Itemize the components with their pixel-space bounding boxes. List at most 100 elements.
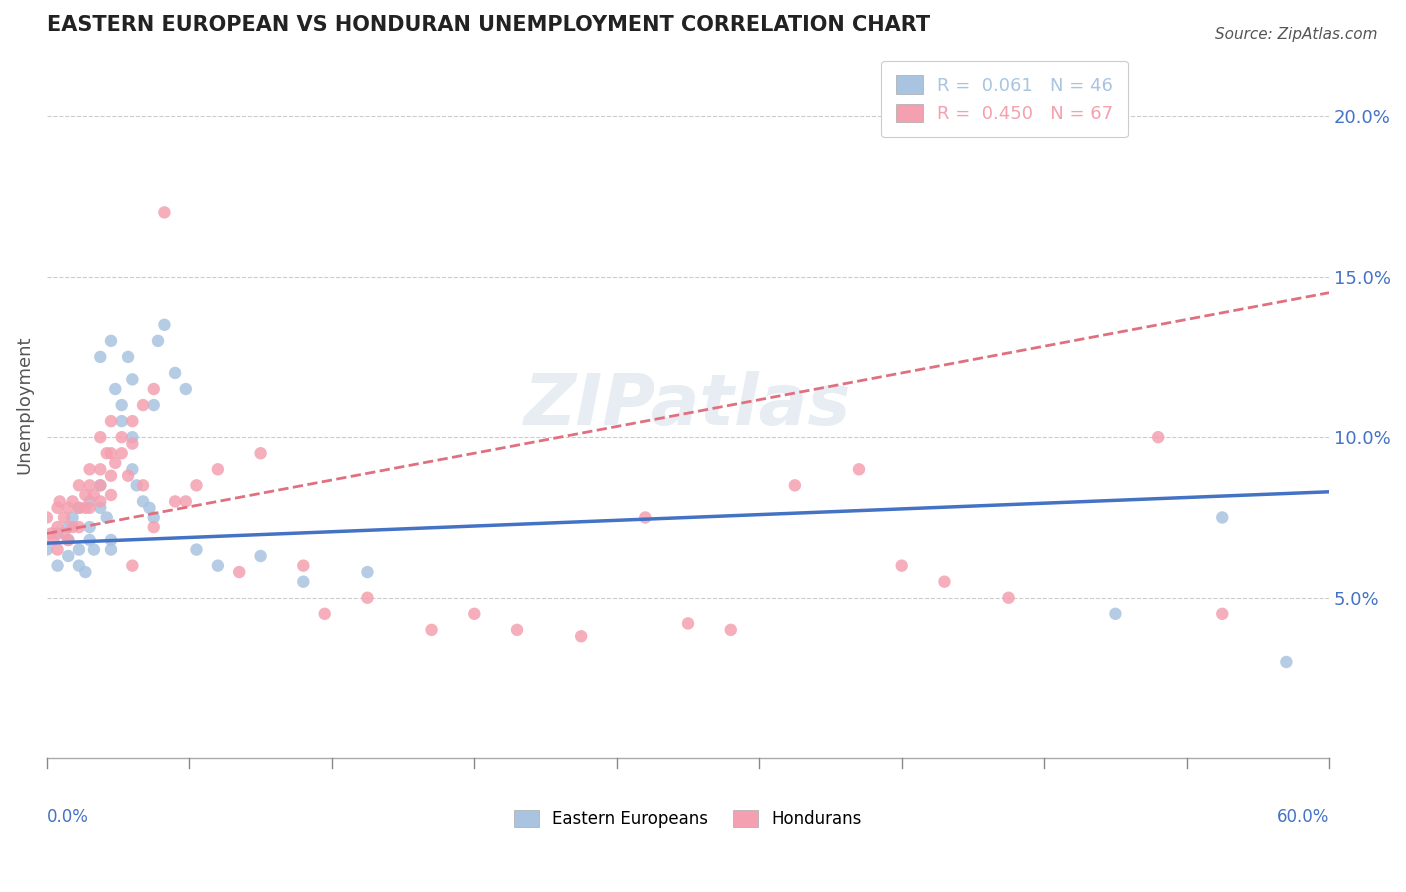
Point [58,520,80,534]
Point [121,462,143,476]
Point [1104,109,1126,123]
Point [121,372,143,386]
Point [186,542,208,557]
Point [83,542,105,557]
Point [138,500,160,515]
Point [75,500,97,515]
Point [569,629,592,643]
Point [121,558,143,573]
Point [104,382,127,396]
Text: 60.0%: 60.0% [1277,808,1329,826]
Point [62,520,84,534]
Point [111,414,134,428]
Point [292,574,315,589]
Point [314,607,336,621]
Point [153,318,176,332]
Point [46,526,69,541]
Point [142,398,165,412]
Text: 0.0%: 0.0% [46,808,89,826]
Point [58,533,80,547]
Point [111,398,134,412]
Point [62,494,84,508]
Point [39,526,62,541]
Point [783,478,806,492]
Point [79,462,101,476]
Point [506,623,529,637]
Point [117,350,139,364]
Point [1275,655,1298,669]
Point [89,478,111,492]
Point [58,549,80,563]
Point [75,565,97,579]
Point [62,510,84,524]
Point [100,334,122,348]
Point [132,494,155,508]
Point [174,494,197,508]
Point [67,500,90,515]
Point [100,446,122,460]
Point [249,446,271,460]
Y-axis label: Unemployment: Unemployment [15,335,32,475]
Point [356,565,378,579]
Point [67,500,90,515]
Point [1211,510,1233,524]
Point [46,542,69,557]
Point [100,488,122,502]
Point [35,542,58,557]
Legend: Eastern Europeans, Hondurans: Eastern Europeans, Hondurans [508,804,869,835]
Point [83,488,105,502]
Point [132,398,155,412]
Point [48,494,70,508]
Point [46,520,69,534]
Point [207,462,229,476]
Point [67,478,90,492]
Point [356,591,378,605]
Point [934,574,956,589]
Point [79,533,101,547]
Point [111,430,134,444]
Text: EASTERN EUROPEAN VS HONDURAN UNEMPLOYMENT CORRELATION CHART: EASTERN EUROPEAN VS HONDURAN UNEMPLOYMEN… [46,15,929,35]
Point [720,623,742,637]
Point [142,382,165,396]
Point [79,500,101,515]
Point [228,565,250,579]
Point [121,436,143,450]
Point [67,558,90,573]
Point [100,414,122,428]
Point [53,510,76,524]
Point [1147,430,1170,444]
Point [165,366,187,380]
Point [420,623,443,637]
Point [249,549,271,563]
Point [89,350,111,364]
Point [67,520,90,534]
Point [46,500,69,515]
Point [96,446,118,460]
Text: Source: ZipAtlas.com: Source: ZipAtlas.com [1215,27,1378,42]
Point [42,533,65,547]
Text: ZIPatlas: ZIPatlas [524,370,852,440]
Point [153,205,176,219]
Point [292,558,315,573]
Point [89,430,111,444]
Point [75,488,97,502]
Point [35,510,58,524]
Point [186,478,208,492]
Point [125,478,148,492]
Point [58,533,80,547]
Point [111,446,134,460]
Point [132,478,155,492]
Point [89,478,111,492]
Point [79,520,101,534]
Point [89,462,111,476]
Point [207,558,229,573]
Point [100,542,122,557]
Point [89,494,111,508]
Point [142,520,165,534]
Point [67,542,90,557]
Point [997,591,1019,605]
Point [79,494,101,508]
Point [96,510,118,524]
Point [89,500,111,515]
Point [1211,607,1233,621]
